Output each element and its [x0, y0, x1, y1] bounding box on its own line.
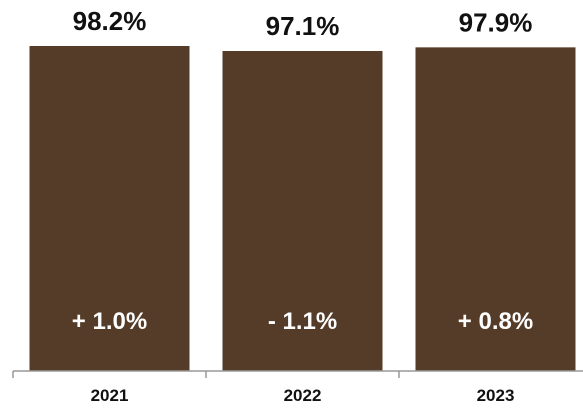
bar-2021: [29, 46, 190, 371]
change-label-2021: + 1.0%: [72, 308, 147, 335]
change-label-2022: - 1.1%: [268, 308, 337, 335]
change-label-2023: + 0.8%: [458, 308, 533, 335]
x-tick-label-2022: 2022: [284, 386, 322, 405]
x-tick-label-2023: 2023: [477, 386, 515, 405]
x-axis: [12, 370, 583, 378]
bars-layer: [29, 46, 576, 371]
x-tick-label-2021: 2021: [91, 386, 129, 405]
value-label-2023: 97.9%: [459, 7, 533, 37]
bar-2022: [222, 51, 383, 371]
value-label-2021: 98.2%: [73, 6, 147, 36]
value-label-2022: 97.1%: [266, 11, 340, 41]
bar-2023: [415, 47, 576, 371]
labels-layer: 98.2% + 1.0% 2021 97.1% - 1.1% 2022 97.9% + 0.8…: [72, 6, 533, 405]
